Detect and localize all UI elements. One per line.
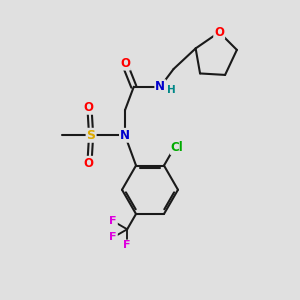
Text: O: O xyxy=(214,26,224,39)
Text: O: O xyxy=(83,101,93,114)
Text: O: O xyxy=(120,57,130,70)
Text: N: N xyxy=(120,129,130,142)
Text: S: S xyxy=(87,129,96,142)
Text: N: N xyxy=(155,80,165,93)
Text: O: O xyxy=(83,157,93,170)
Text: F: F xyxy=(123,241,131,250)
Text: Cl: Cl xyxy=(171,141,184,154)
Text: F: F xyxy=(110,216,117,226)
Text: H: H xyxy=(167,85,176,94)
Text: F: F xyxy=(110,232,117,242)
